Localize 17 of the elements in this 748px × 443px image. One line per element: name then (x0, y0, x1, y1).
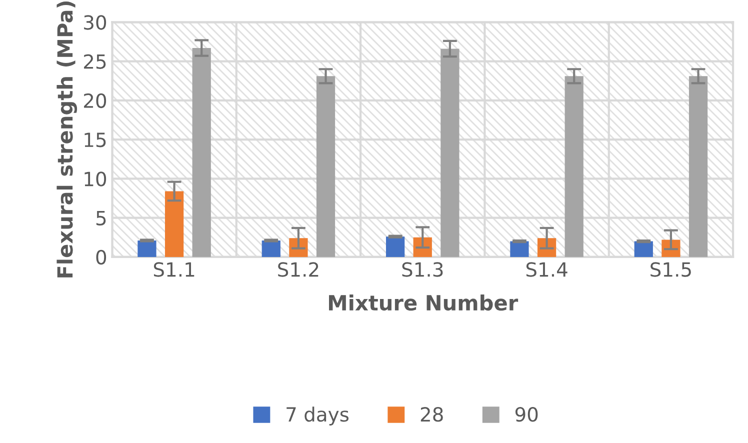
y-tick-label: 15 (84, 132, 106, 148)
y-axis-title: Flexural strength (MPa) (56, 2, 78, 278)
y-tick-label: 5 (96, 211, 106, 226)
y-tick-label: 30 (84, 15, 106, 30)
legend-label: 90 (515, 407, 538, 422)
x-tick-label: S1.3 (402, 262, 443, 277)
y-tick-label: 25 (84, 54, 106, 69)
x-tick-label: S1.5 (650, 262, 691, 277)
y-tick-label: 0 (96, 250, 106, 265)
legend-label: 28 (420, 407, 443, 422)
legend-label: 7 days (286, 406, 349, 426)
x-tick-label: S1.1 (154, 262, 194, 277)
y-tick-label: 20 (84, 93, 106, 108)
x-tick-label: S1.2 (278, 262, 318, 277)
x-tick-label: S1.4 (526, 262, 568, 277)
y-tick-label: 10 (84, 172, 106, 186)
x-axis-title: Mixture Number (329, 294, 518, 311)
